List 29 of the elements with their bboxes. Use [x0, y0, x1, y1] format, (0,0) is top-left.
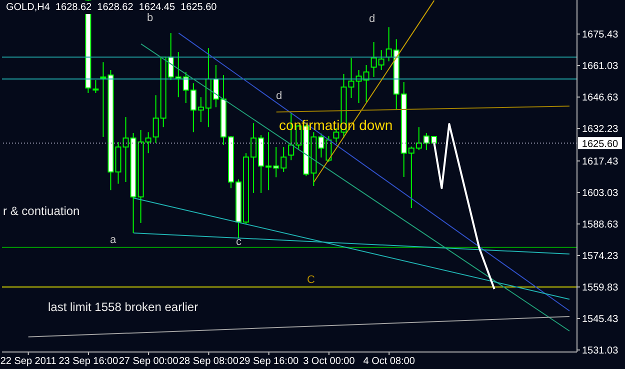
annotation: a: [110, 234, 116, 246]
annotation: d: [369, 13, 376, 25]
annotation: C: [307, 274, 315, 286]
y-tick-label: 1675.43: [582, 30, 619, 41]
annotation: b: [147, 12, 154, 24]
y-tick-label: 1617.43: [582, 156, 619, 168]
y-tick-label: 1545.43: [582, 314, 619, 326]
y-tick-label: 1574.23: [582, 251, 619, 262]
y-tick-label: 1646.63: [582, 92, 619, 104]
x-tick-label: 22 Sep 2011: [0, 356, 57, 368]
y-tick-label: 1531.03: [582, 346, 619, 357]
annotation: c: [236, 236, 242, 248]
x-tick-label: 4 Oct 08:00: [363, 356, 416, 368]
y-tick-label: 1588.63: [582, 220, 619, 231]
x-tick-label: 23 Sep 16:00: [58, 356, 119, 368]
y-tick-label: 1603.03: [582, 188, 619, 199]
annotation: last limit 1558 broken earlier: [48, 300, 198, 314]
y-tick-label: 1559.83: [582, 282, 619, 294]
candlestick: [92, 80, 99, 94]
x-tick-label: 29 Sep 16:00: [239, 356, 300, 368]
x-tick-label: 28 Sep 08:00: [178, 356, 239, 368]
annotation: d: [276, 90, 282, 102]
annotation: r & contiuation: [3, 204, 80, 218]
y-tick-label: 1632.23: [582, 124, 619, 136]
chart-title: GOLD,H4 1628.62 1628.62 1624.45 1625.60: [4, 1, 219, 14]
x-tick-label: 3 Oct 00:00: [303, 356, 356, 368]
ref-line-label: 1625.60: [582, 139, 619, 150]
y-tick-label: 1661.03: [582, 61, 619, 72]
x-tick-label: 27 Sep 00:00: [118, 356, 179, 368]
